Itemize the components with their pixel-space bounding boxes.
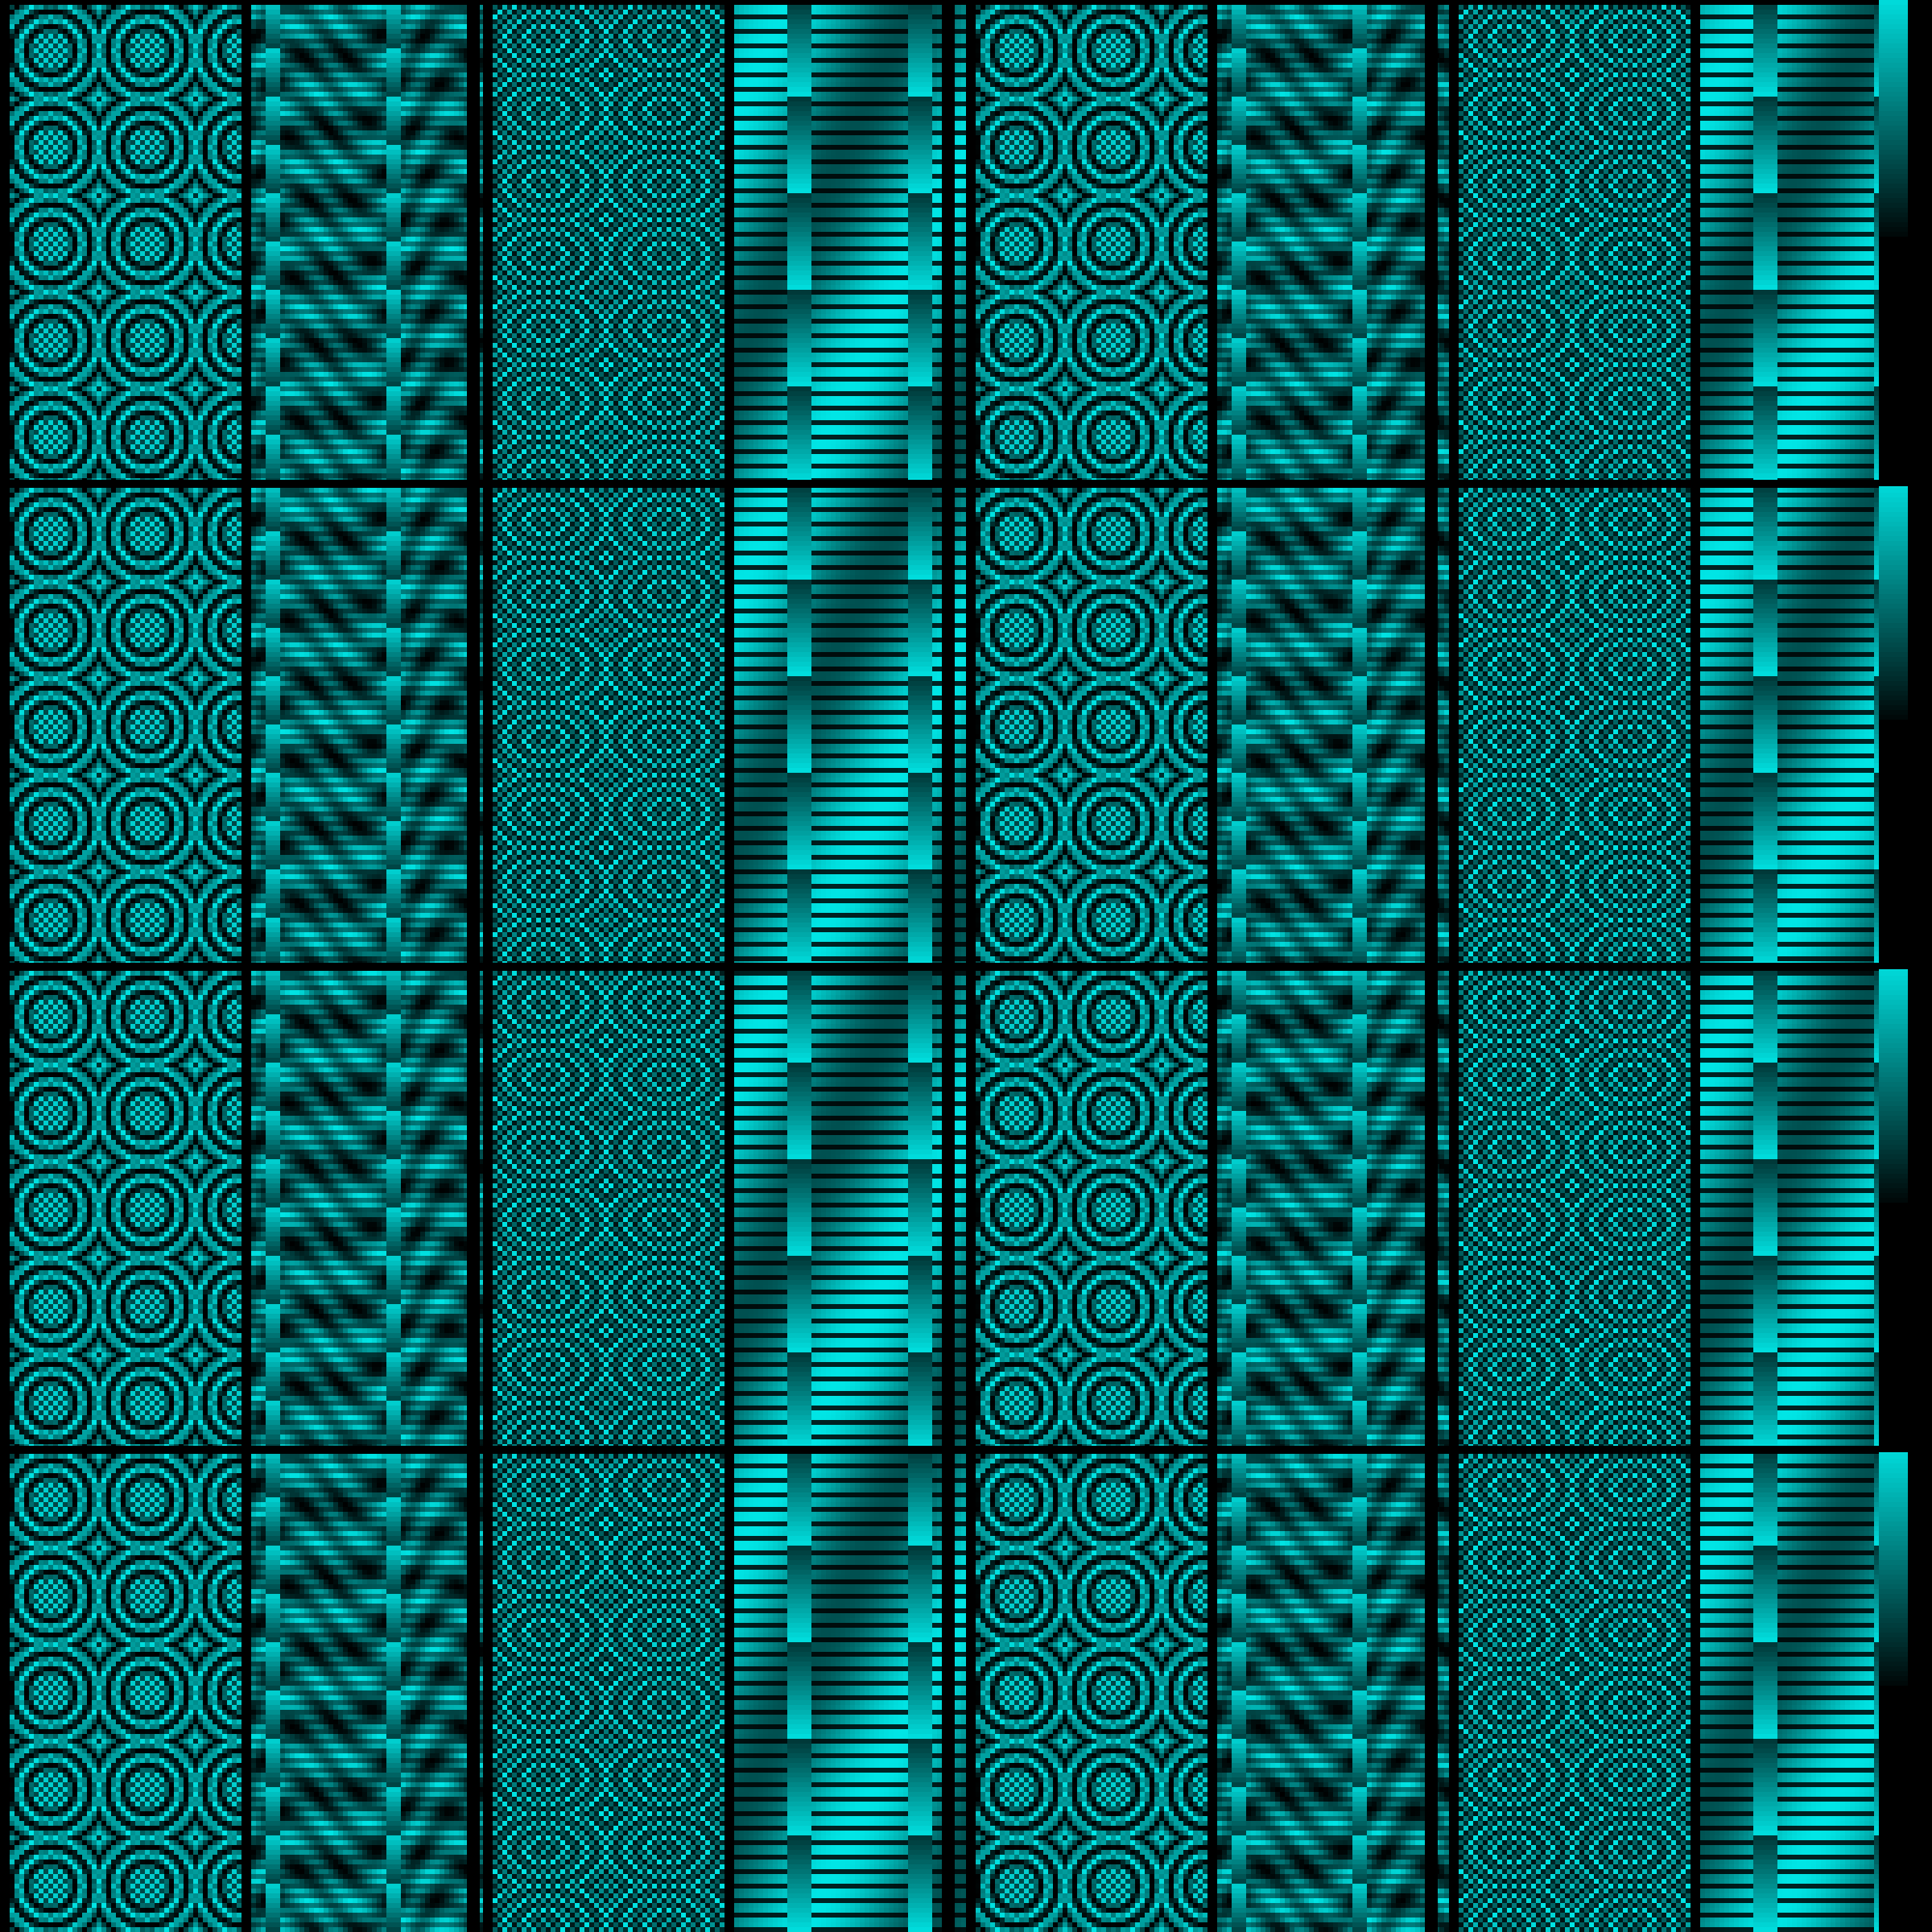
- moire-pattern-canvas: [0, 0, 1932, 1932]
